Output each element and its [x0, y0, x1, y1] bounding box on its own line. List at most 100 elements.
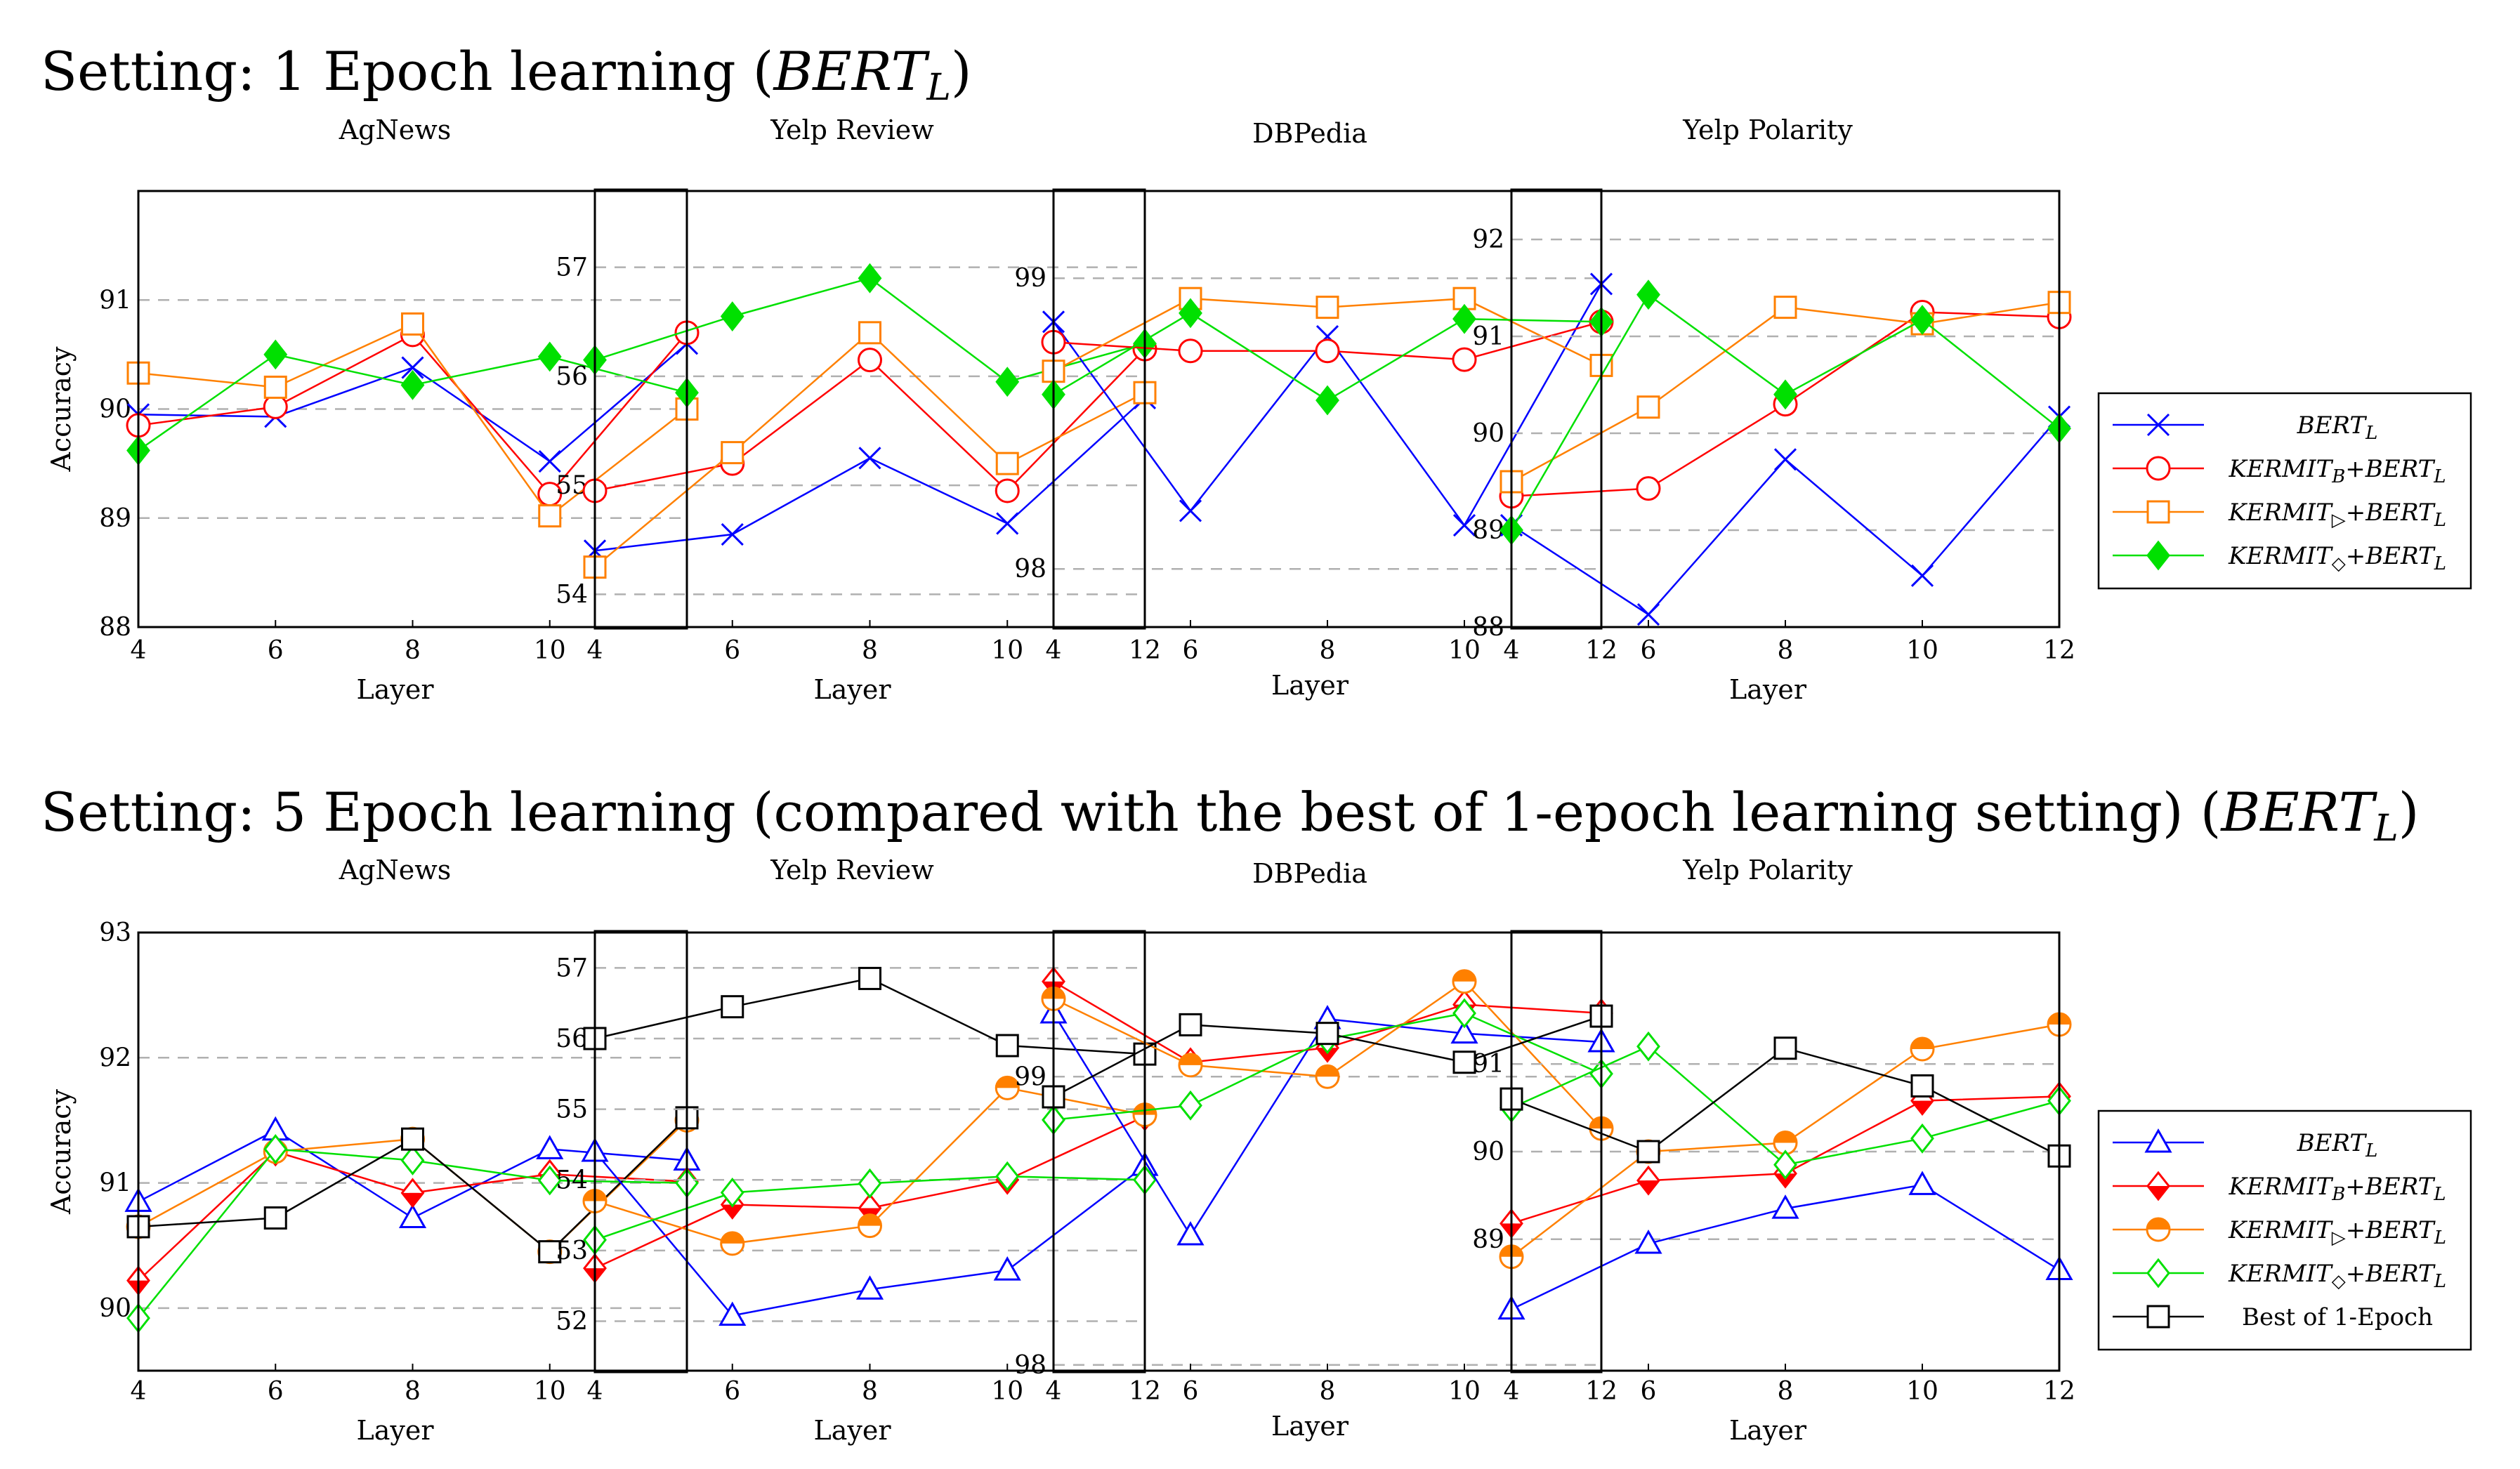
y-tick-label: 55 — [556, 1095, 588, 1124]
y-tick-label: 91 — [1472, 322, 1504, 351]
data-point — [401, 1127, 424, 1151]
x-tick-label: 8 — [1778, 636, 1794, 665]
data-point — [858, 348, 882, 373]
x-tick-label: 4 — [1046, 636, 1062, 665]
data-point — [721, 995, 744, 1019]
data-point — [538, 504, 562, 528]
data-point — [995, 1075, 1020, 1100]
data-point — [1176, 1221, 1205, 1246]
x-tick-label: 4 — [1504, 1377, 1520, 1406]
plot-frame — [137, 931, 2061, 1372]
data-point — [1773, 379, 1797, 410]
data-point — [1315, 296, 1339, 320]
panel-title: Yelp Review — [770, 855, 934, 885]
x-tick-label: 8 — [862, 1377, 878, 1406]
x-axis-label: Layer — [1271, 1411, 1349, 1442]
data-point — [537, 341, 562, 372]
x-tick-label: 6 — [1183, 1377, 1199, 1406]
legend-label: KERMIT▷+BERTL — [2228, 1216, 2446, 1249]
data-point — [858, 966, 881, 990]
legend-marker — [2144, 1128, 2172, 1153]
data-point — [537, 1165, 562, 1196]
y-tick-label: 92 — [1472, 225, 1504, 254]
data-point — [1908, 1171, 1936, 1195]
data-point — [1773, 448, 1797, 471]
legend-entry: KERMITB+BERTL — [2113, 455, 2446, 487]
x-tick-label: 10 — [1448, 636, 1481, 665]
x-axis-label: Layer — [356, 674, 434, 705]
legends-layer: BERTL KERMITB+BERTL KERMIT▷+BERTL KERMIT◇+B… — [2097, 392, 2472, 1351]
x-tick-label: 10 — [534, 636, 566, 665]
zoom-box — [593, 930, 688, 1374]
x-tick-label: 6 — [1641, 636, 1657, 665]
panel-2-4: 89 90 91 4 6 8 10 12 Yelp Polarity Layer — [1472, 855, 2075, 1446]
legend-marker — [2146, 413, 2170, 437]
data-point — [858, 1168, 882, 1199]
data-point — [401, 356, 424, 379]
zoom-box — [1052, 188, 1146, 630]
data-point — [720, 1231, 745, 1256]
legend-entry: KERMIT▷+BERTL — [2113, 499, 2446, 531]
x-axis-label: Layer — [356, 1415, 434, 1446]
y-tick-label: 89 — [1472, 516, 1504, 545]
legend-entry: BERTL — [2113, 411, 2377, 444]
x-tick-label: 8 — [862, 636, 878, 665]
y-tick-label: 91 — [1472, 1050, 1504, 1079]
data-point — [1634, 1229, 1662, 1254]
x-tick-label: 10 — [991, 636, 1023, 665]
data-point — [1910, 564, 1934, 587]
data-point — [995, 1034, 1019, 1058]
data-point — [1452, 347, 1477, 372]
data-point — [720, 1177, 744, 1208]
legend-label: KERMIT◇+BERTL — [2228, 542, 2446, 574]
x-tick-label: 10 — [991, 1377, 1023, 1406]
legend-entry: BERTL — [2113, 1128, 2378, 1161]
x-tick-label: 4 — [131, 636, 147, 665]
y-tick-label: 56 — [556, 1025, 588, 1053]
y-tick-label: 99 — [1014, 264, 1046, 293]
x-tick-label: 8 — [1320, 1377, 1336, 1406]
data-point — [263, 1206, 287, 1230]
data-point — [538, 1240, 562, 1264]
data-point — [1636, 1140, 1660, 1164]
data-point — [1636, 602, 1660, 626]
x-tick-label: 8 — [405, 1377, 421, 1406]
zoom-box — [1052, 930, 1146, 1374]
x-tick-label: 6 — [268, 636, 284, 665]
data-point — [1315, 338, 1340, 364]
data-point — [1636, 1031, 1660, 1062]
x-tick-label: 4 — [1046, 1377, 1062, 1406]
x-tick-label: 4 — [587, 636, 603, 665]
legend-entry: Best of 1-Epoch — [2113, 1303, 2433, 1331]
data-point — [1179, 298, 1202, 329]
data-point — [400, 1145, 425, 1175]
legend-entry: KERMITB+BERTL — [2113, 1171, 2446, 1205]
legend-label: KERMITB+BERTL — [2228, 1173, 2446, 1205]
data-point — [1315, 385, 1339, 416]
data-point — [720, 301, 744, 331]
x-tick-label: 10 — [1906, 1377, 1938, 1406]
legend-1: BERTL KERMITB+BERTL KERMIT▷+BERTL KERMIT◇+B… — [2097, 392, 2472, 590]
legend-marker — [2146, 1305, 2170, 1329]
data-point — [1179, 499, 1202, 522]
panel-title: Yelp Polarity — [1682, 114, 1853, 145]
panel-1-1: 88 89 90 91 4 6 8 10 AgNews Layer Accuracy — [46, 114, 700, 705]
data-point — [1910, 1074, 1934, 1098]
data-point — [1910, 1123, 1934, 1154]
data-point — [1452, 969, 1477, 994]
y-tick-label: 92 — [99, 1043, 131, 1072]
y-tick-label: 93 — [99, 918, 131, 947]
legend-entry: KERMIT◇+BERTL — [2113, 540, 2446, 574]
legend-label: BERTL — [2297, 1129, 2378, 1161]
x-axis-label: Layer — [1729, 674, 1807, 705]
data-point — [1636, 279, 1660, 310]
data-point — [263, 375, 287, 399]
x-tick-label: 10 — [1906, 636, 1938, 665]
panel-1-3: 98 99 4 6 8 10 12 DBPedia Layer — [1014, 118, 1617, 701]
y-tick-label: 90 — [1472, 1138, 1504, 1166]
panel-title: Yelp Review — [770, 114, 934, 145]
data-point — [263, 394, 288, 419]
